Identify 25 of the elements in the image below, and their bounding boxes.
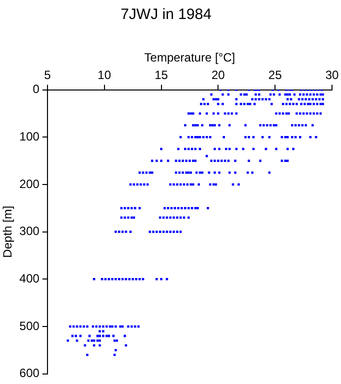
y-tick-label: 500 [19,318,40,333]
x-tick-label: 20 [211,68,226,82]
point [245,93,248,96]
y-tick-label: 300 [19,224,40,238]
point [192,112,194,115]
point [74,334,78,338]
point [309,102,312,106]
y-tick-label: 0 [32,82,40,96]
x-tick-label: 10 [98,68,112,82]
y-axis-title: Depth [m] [0,206,15,258]
point [298,112,302,115]
point [298,93,302,96]
y-tick-label: 200 [19,176,40,191]
x-tick-label: 5 [44,68,52,82]
chart-title: 7JWJ in 1984 [120,6,212,24]
point [309,93,312,96]
y-tick-label: 100 [19,129,40,144]
x-tick-label: 15 [154,68,168,82]
y-tick-label: 400 [19,271,40,286]
x-tick-label: 25 [268,68,282,82]
x-axis-title: Temperature [°C] [144,50,236,65]
point [309,112,312,115]
x-tick-label: 30 [325,68,339,82]
y-tick-label: 600 [19,366,40,380]
point [192,183,194,186]
